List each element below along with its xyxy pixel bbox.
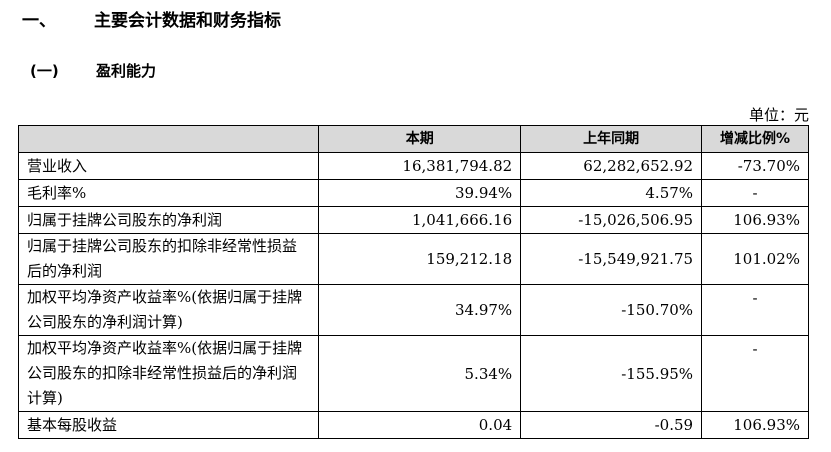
prior-value: -15,549,921.75	[520, 233, 703, 285]
prior-value: -15,026,506.95	[520, 206, 703, 234]
prior-value: 62,282,652.92	[520, 152, 703, 180]
change-value: -73.70%	[701, 152, 809, 180]
current-value: 16,381,794.82	[318, 152, 522, 180]
current-value: 159,212.18	[318, 233, 522, 285]
table-row: 毛利率% 39.94% 4.57% -	[17, 179, 809, 207]
current-value: 5.34%	[318, 335, 522, 412]
row-label: 加权平均净资产收益率%(依据归属于挂牌公司股东的净利润计算)	[17, 284, 320, 336]
prior-value: -150.70%	[520, 284, 703, 336]
row-label: 营业收入	[17, 152, 320, 180]
row-label: 基本每股收益	[17, 411, 320, 439]
header-current-period: 本期	[318, 125, 522, 153]
section-heading: 一、 主要会计数据和财务指标	[22, 6, 281, 31]
row-label: 毛利率%	[17, 179, 320, 207]
header-blank	[17, 125, 320, 153]
change-value: 106.93%	[701, 411, 809, 439]
subsection-title: 盈利能力	[96, 62, 157, 80]
change-value: -	[701, 335, 809, 412]
header-change-pct: 增减比例%	[701, 125, 809, 153]
table-row: 加权平均净资产收益率%(依据归属于挂牌公司股东的扣除非经常性损益后的净利润计算)…	[17, 335, 809, 412]
current-value: 1,041,666.16	[318, 206, 522, 234]
table-row: 营业收入 16,381,794.82 62,282,652.92 -73.70%	[17, 152, 809, 180]
row-label: 归属于挂牌公司股东的净利润	[17, 206, 320, 234]
header-prior-period: 上年同期	[520, 125, 703, 153]
subsection-number: (一)	[30, 62, 59, 80]
subsection-heading: (一) 盈利能力	[30, 60, 156, 81]
table-row: 归属于挂牌公司股东的净利润 1,041,666.16 -15,026,506.9…	[17, 206, 809, 234]
current-value: 39.94%	[318, 179, 522, 207]
profitability-table: 本期 上年同期 增减比例% 营业收入 16,381,794.82 62,282,…	[17, 125, 809, 439]
unit-label: 单位：元	[748, 106, 809, 124]
table-header-row: 本期 上年同期 增减比例%	[17, 125, 809, 153]
table-row: 加权平均净资产收益率%(依据归属于挂牌公司股东的净利润计算) 34.97% -1…	[17, 284, 809, 336]
change-value: 101.02%	[701, 233, 809, 285]
current-value: 34.97%	[318, 284, 522, 336]
change-value: -	[701, 179, 809, 207]
section-title: 主要会计数据和财务指标	[94, 11, 281, 31]
prior-value: -155.95%	[520, 335, 703, 412]
prior-value: 4.57%	[520, 179, 703, 207]
row-label: 归属于挂牌公司股东的扣除非经常性损益后的净利润	[17, 233, 320, 285]
prior-value: -0.59	[520, 411, 703, 439]
table-row: 基本每股收益 0.04 -0.59 106.93%	[17, 411, 809, 439]
current-value: 0.04	[318, 411, 522, 439]
section-number: 一、	[22, 11, 56, 31]
change-value: -	[701, 284, 809, 336]
table-row: 归属于挂牌公司股东的扣除非经常性损益后的净利润 159,212.18 -15,5…	[17, 233, 809, 285]
row-label: 加权平均净资产收益率%(依据归属于挂牌公司股东的扣除非经常性损益后的净利润计算)	[17, 335, 320, 412]
change-value: 106.93%	[701, 206, 809, 234]
